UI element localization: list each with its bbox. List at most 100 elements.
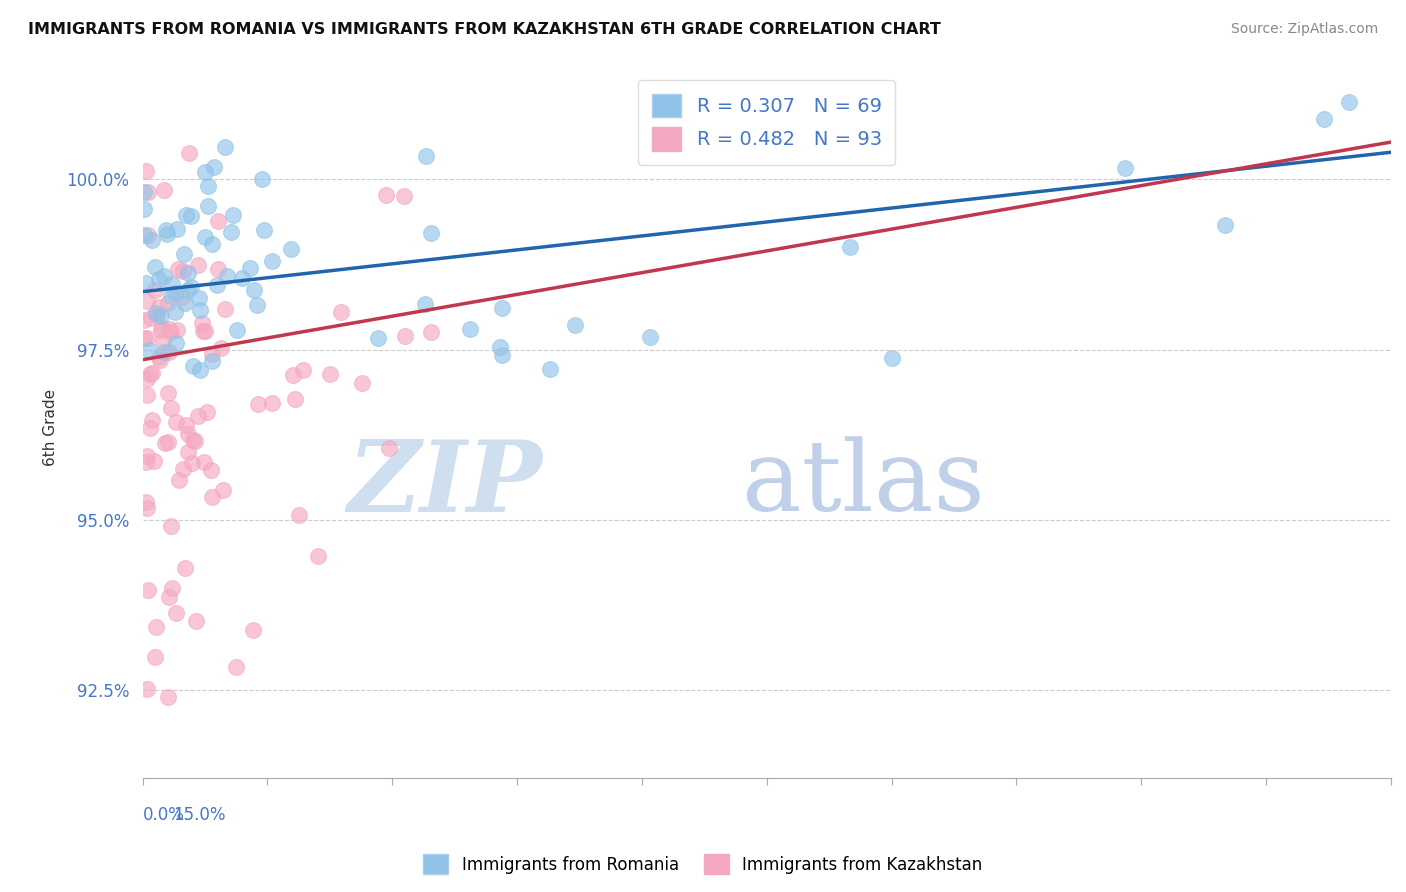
Point (394, 329, 416, 343)
Point (246, 397, 269, 411)
Point (201, 347, 224, 361)
Point (491, 348, 513, 362)
Point (458, 322, 481, 336)
Point (212, 483, 235, 497)
Point (134, 312, 156, 326)
Point (173, 246, 195, 260)
Point (173, 296, 195, 310)
Point (160, 277, 183, 292)
Point (1114, 161, 1136, 176)
Point (181, 359, 204, 373)
Text: 15.0%: 15.0% (173, 806, 226, 824)
Point (157, 345, 180, 359)
Point (377, 441, 399, 455)
Point (167, 262, 190, 277)
Point (280, 242, 302, 256)
Point (136, 582, 159, 597)
Point (139, 311, 162, 326)
Point (134, 185, 156, 199)
Point (166, 415, 188, 429)
Point (231, 270, 253, 285)
Point (136, 371, 159, 385)
Point (292, 363, 315, 377)
Point (174, 561, 197, 575)
Point (145, 305, 167, 319)
Point (352, 376, 374, 390)
Point (174, 417, 197, 432)
Point (253, 223, 276, 237)
Point (155, 223, 177, 237)
Point (252, 171, 274, 186)
Point (134, 331, 156, 345)
Point (188, 363, 211, 377)
Point (214, 140, 236, 154)
Point (207, 262, 229, 277)
Point (181, 456, 204, 470)
Point (135, 455, 157, 469)
Point (135, 276, 157, 290)
Point (839, 240, 862, 254)
Point (260, 253, 283, 268)
Point (177, 283, 200, 297)
Point (145, 620, 167, 634)
Point (319, 368, 342, 382)
Point (134, 228, 156, 243)
Text: Source: ZipAtlas.com: Source: ZipAtlas.com (1230, 22, 1378, 37)
Point (283, 368, 305, 382)
Point (242, 624, 264, 638)
Point (188, 302, 211, 317)
Point (1339, 95, 1361, 110)
Point (160, 401, 183, 416)
Point (201, 354, 224, 368)
Point (135, 331, 157, 345)
Point (415, 149, 437, 163)
Point (170, 290, 193, 304)
Point (141, 412, 163, 426)
Point (153, 344, 176, 359)
Point (149, 323, 172, 337)
Y-axis label: 6th Grade: 6th Grade (44, 389, 58, 467)
Point (180, 210, 202, 224)
Point (1313, 112, 1336, 126)
Point (152, 183, 174, 197)
Point (184, 614, 207, 628)
Point (221, 225, 243, 239)
Point (136, 682, 159, 697)
Text: IMMIGRANTS FROM ROMANIA VS IMMIGRANTS FROM KAZAKHSTAN 6TH GRADE CORRELATION CHAR: IMMIGRANTS FROM ROMANIA VS IMMIGRANTS FR… (28, 22, 941, 37)
Point (135, 294, 157, 309)
Point (160, 326, 183, 340)
Point (538, 361, 561, 376)
Point (165, 606, 187, 620)
Point (166, 222, 188, 236)
Point (143, 453, 166, 467)
Point (207, 213, 229, 227)
Point (176, 444, 198, 458)
Point (1213, 219, 1236, 233)
Point (564, 318, 586, 332)
Point (420, 226, 443, 240)
Point (172, 462, 194, 476)
Point (415, 297, 437, 311)
Point (489, 341, 512, 355)
Point (288, 508, 311, 523)
Point (239, 261, 262, 276)
Point (148, 351, 170, 365)
Point (143, 260, 166, 274)
Point (330, 305, 353, 319)
Point (209, 341, 232, 355)
Point (201, 236, 224, 251)
Point (172, 263, 194, 277)
Point (188, 291, 211, 305)
Point (187, 409, 209, 424)
Point (153, 436, 176, 450)
Point (148, 300, 170, 314)
Point (181, 433, 204, 447)
Point (222, 209, 245, 223)
Point (176, 426, 198, 441)
Point (177, 266, 200, 280)
Point (184, 434, 207, 448)
Point (156, 227, 179, 241)
Point (194, 229, 217, 244)
Point (191, 316, 214, 330)
Point (135, 495, 157, 509)
